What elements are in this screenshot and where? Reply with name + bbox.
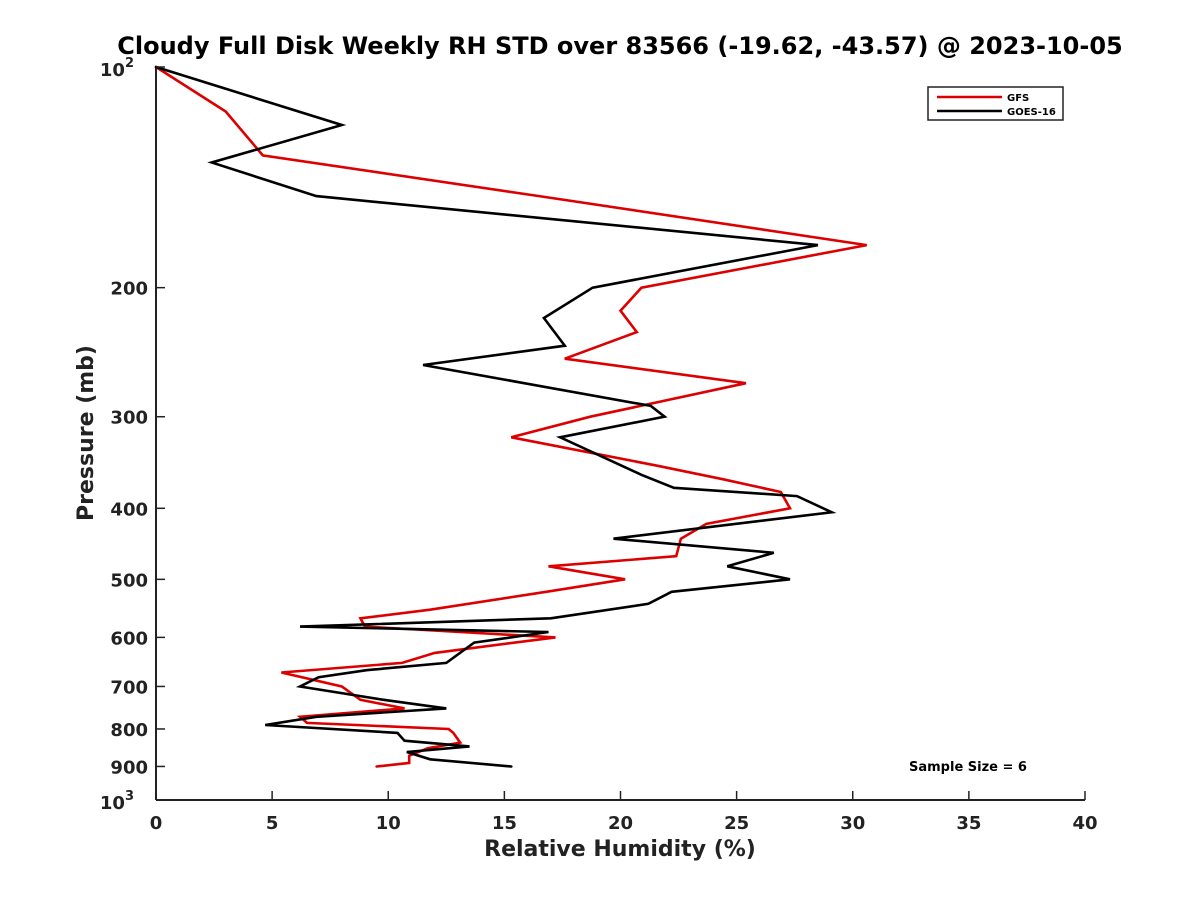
x-tick-label: 10: [376, 813, 401, 834]
plot-area: [155, 67, 1085, 801]
y-axis-label: Pressure (mb): [74, 345, 99, 521]
x-tick-label: 0: [150, 813, 163, 834]
legend: GFS GOES-16: [927, 86, 1064, 121]
y-tick-label: 300: [110, 408, 148, 429]
x-tick-label: 25: [724, 813, 749, 834]
y-tick-label: 900: [110, 757, 148, 778]
y-tick-label: 600: [110, 628, 148, 649]
y-tick-base: 10: [100, 60, 125, 81]
y-tick-label: 800: [110, 720, 148, 741]
sample-size-annotation: Sample Size = 6: [909, 760, 1027, 775]
x-tick-label: 15: [492, 813, 517, 834]
legend-label: GOES-16: [1007, 107, 1056, 118]
legend-label: GFS: [1007, 93, 1029, 104]
x-axis-ticks: 0 5 10 15 20 25 30 35 40: [150, 791, 1098, 834]
y-tick-label: 102: [100, 56, 134, 81]
x-tick-label: 35: [956, 813, 981, 834]
y-tick-label: 400: [110, 499, 148, 520]
y-tick-label: 103: [100, 789, 134, 814]
series-line-goes-16: [154, 65, 837, 768]
x-tick-label: 20: [608, 813, 633, 834]
y-tick-label: 700: [110, 677, 148, 698]
x-axis-label: Relative Humidity (%): [484, 837, 756, 862]
x-tick-label: 30: [840, 813, 865, 834]
y-tick-exponent: 3: [125, 789, 134, 804]
y-tick-label: 500: [110, 570, 148, 591]
x-tick-label: 40: [1072, 813, 1097, 834]
chart-title: Cloudy Full Disk Weekly RH STD over 8356…: [117, 32, 1123, 60]
y-tick-label: 200: [110, 279, 148, 300]
legend-box: [927, 86, 1064, 121]
y-tick-exponent: 2: [125, 56, 134, 71]
series-lines: [154, 65, 867, 768]
x-tick-label: 5: [266, 813, 279, 834]
y-tick-base: 10: [100, 793, 125, 814]
series-line-gfs: [154, 65, 867, 768]
